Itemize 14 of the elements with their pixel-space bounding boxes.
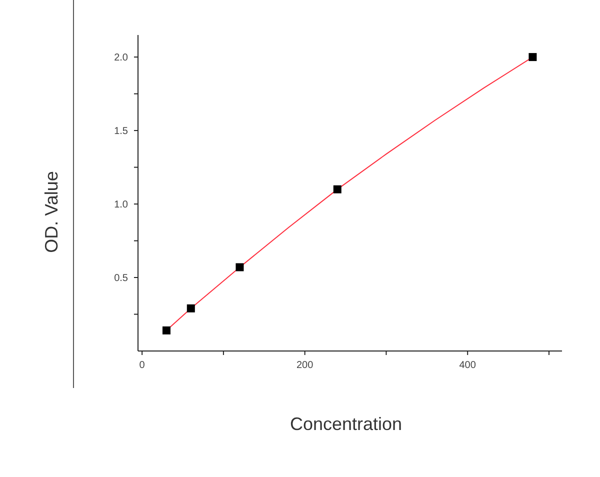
y-tick-label: 1.0 (114, 200, 128, 211)
x-tick-label: 400 (459, 360, 476, 372)
x-axis-title: Concentration (290, 414, 402, 435)
y-tick-label: 0.5 (114, 273, 128, 284)
y-tick-label: 1.5 (114, 126, 128, 138)
point (162, 326, 170, 334)
y-axis-title: OD. Value (42, 171, 62, 253)
point (528, 53, 537, 62)
x-tick-label: 0 (139, 360, 146, 372)
point (186, 304, 195, 312)
x-tick-label: 200 (296, 360, 314, 372)
y-tick-label: 2.0 (114, 52, 128, 64)
point (333, 185, 342, 194)
point (236, 263, 244, 272)
